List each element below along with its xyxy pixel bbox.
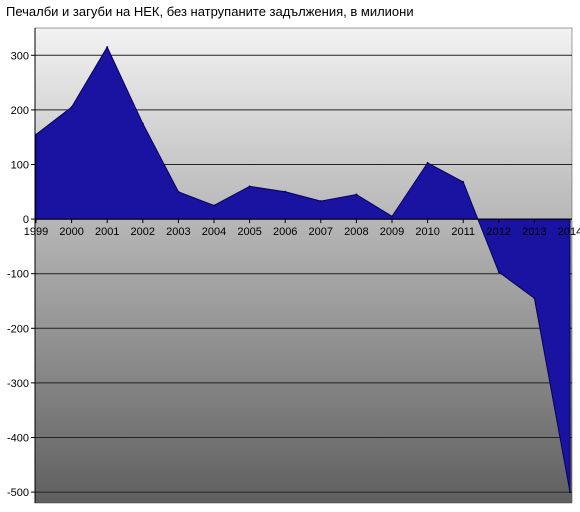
- x-tick-label: 2007: [309, 226, 333, 238]
- x-tick-label: 2009: [380, 226, 404, 238]
- x-tick-label: 2006: [273, 226, 297, 238]
- y-tick-label: -300: [7, 378, 29, 390]
- x-tick-label: 2014: [558, 226, 580, 238]
- y-tick-label: 300: [11, 50, 29, 62]
- y-tick-label: 100: [11, 159, 29, 171]
- x-tick-label: 2003: [166, 226, 190, 238]
- data-point: [569, 491, 571, 494]
- x-tick-label: 2004: [202, 226, 226, 238]
- x-tick-label: 1999: [24, 226, 48, 238]
- data-point: [319, 200, 322, 203]
- chart-title: Печалби и загуби на НЕК, без натрупаните…: [6, 4, 414, 19]
- x-axis-ticks: 1999 2000 2001 2002 2003 2004 2005 2006 2007 2008…: [24, 219, 580, 238]
- data-point: [141, 122, 144, 125]
- x-tick-label: 2000: [59, 226, 83, 238]
- data-point: [106, 46, 109, 49]
- data-point: [248, 185, 251, 188]
- x-tick-label: 2011: [451, 226, 475, 238]
- data-point: [497, 271, 500, 274]
- data-point: [177, 190, 180, 193]
- y-tick-label: -100: [7, 269, 29, 281]
- x-tick-label: 2008: [344, 226, 368, 238]
- y-axis-ticks: -500 -400 -300 -200 -100 0 100 200 300: [7, 50, 35, 499]
- data-point: [391, 215, 393, 218]
- y-tick-label: -500: [7, 487, 29, 499]
- data-point: [70, 106, 73, 109]
- x-tick-label: 2005: [237, 226, 261, 238]
- data-point: [213, 204, 215, 207]
- x-tick-label: 2001: [95, 226, 119, 238]
- y-tick-label: 200: [11, 105, 29, 117]
- x-tick-label: 2010: [415, 226, 439, 238]
- data-point: [462, 180, 465, 183]
- y-tick-label: 0: [23, 214, 29, 226]
- data-point: [35, 133, 37, 136]
- y-tick-label: -200: [7, 323, 29, 335]
- data-point: [284, 190, 287, 193]
- x-tick-label: 2012: [487, 226, 511, 238]
- y-tick-label: -400: [7, 432, 29, 444]
- x-tick-label: 2013: [522, 226, 546, 238]
- x-tick-label: 2002: [131, 226, 155, 238]
- data-point: [426, 161, 429, 164]
- data-point: [355, 193, 358, 196]
- data-point: [533, 297, 536, 300]
